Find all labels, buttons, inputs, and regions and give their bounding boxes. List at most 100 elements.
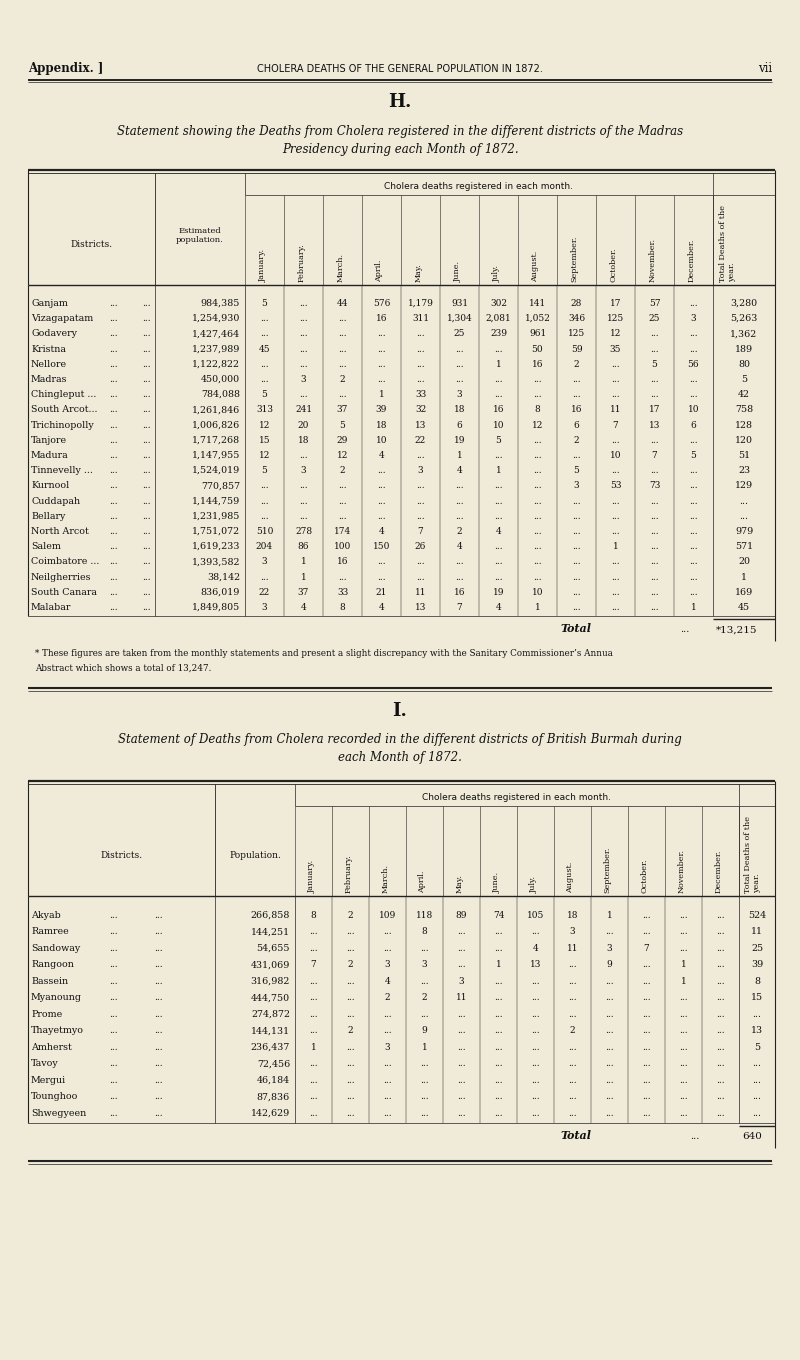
Text: ...: ... xyxy=(572,511,581,521)
Text: ...: ... xyxy=(260,481,269,491)
Text: ...: ... xyxy=(142,375,150,384)
Text: ...: ... xyxy=(572,588,581,597)
Text: ...: ... xyxy=(605,1108,614,1118)
Text: 3: 3 xyxy=(458,976,464,986)
Text: ...: ... xyxy=(716,993,725,1002)
Text: ...: ... xyxy=(642,1108,651,1118)
Text: ...: ... xyxy=(346,1092,355,1102)
Text: 13: 13 xyxy=(415,602,426,612)
Text: 5: 5 xyxy=(495,435,502,445)
Text: ...: ... xyxy=(533,558,542,566)
Text: April.: April. xyxy=(418,870,426,894)
Text: 1: 1 xyxy=(681,976,686,986)
Text: ...: ... xyxy=(299,299,308,307)
Text: Statement of Deaths from Cholera recorded in the different districts of British : Statement of Deaths from Cholera recorde… xyxy=(118,733,682,747)
Text: ...: ... xyxy=(154,1043,162,1051)
Text: Kristna: Kristna xyxy=(31,344,66,354)
Text: Shwegyeen: Shwegyeen xyxy=(31,1108,86,1118)
Text: 25: 25 xyxy=(649,314,660,324)
Text: 89: 89 xyxy=(456,911,467,919)
Text: 571: 571 xyxy=(735,543,753,551)
Text: ...: ... xyxy=(109,466,118,475)
Text: 1,393,582: 1,393,582 xyxy=(191,558,240,566)
Text: November.: November. xyxy=(678,849,686,894)
Text: March.: March. xyxy=(337,253,345,282)
Text: 22: 22 xyxy=(259,588,270,597)
Text: ...: ... xyxy=(642,928,651,936)
Text: ...: ... xyxy=(109,511,118,521)
Text: ...: ... xyxy=(416,344,425,354)
Text: ...: ... xyxy=(260,511,269,521)
Text: 57: 57 xyxy=(649,299,660,307)
Text: 4: 4 xyxy=(378,526,384,536)
Text: ...: ... xyxy=(383,1009,392,1019)
Text: ...: ... xyxy=(689,511,698,521)
Text: 3: 3 xyxy=(301,375,306,384)
Text: ...: ... xyxy=(309,1059,318,1068)
Text: ...: ... xyxy=(338,360,347,369)
Text: 11: 11 xyxy=(751,928,763,936)
Text: 33: 33 xyxy=(415,390,426,398)
Text: ...: ... xyxy=(260,314,269,324)
Text: ...: ... xyxy=(142,573,150,582)
Text: 311: 311 xyxy=(412,314,429,324)
Text: 1: 1 xyxy=(496,360,502,369)
Text: July.: July. xyxy=(530,876,538,894)
Text: ...: ... xyxy=(642,1076,651,1085)
Text: 11: 11 xyxy=(414,588,426,597)
Text: 4: 4 xyxy=(496,526,502,536)
Text: 15: 15 xyxy=(258,435,270,445)
Text: ...: ... xyxy=(689,466,698,475)
Text: 4: 4 xyxy=(378,452,384,460)
Text: 10: 10 xyxy=(493,420,504,430)
Text: ...: ... xyxy=(642,1043,651,1051)
Text: 640: 640 xyxy=(742,1132,762,1141)
Text: ...: ... xyxy=(531,1108,540,1118)
Text: ...: ... xyxy=(154,1059,162,1068)
Text: ...: ... xyxy=(109,1076,118,1085)
Text: ...: ... xyxy=(650,558,659,566)
Text: 836,019: 836,019 xyxy=(201,588,240,597)
Text: ...: ... xyxy=(605,1027,614,1035)
Text: ...: ... xyxy=(338,573,347,582)
Text: ...: ... xyxy=(605,1043,614,1051)
Text: 11: 11 xyxy=(610,405,622,415)
Text: ...: ... xyxy=(689,435,698,445)
Text: 6: 6 xyxy=(690,420,696,430)
Text: ...: ... xyxy=(142,360,150,369)
Text: ...: ... xyxy=(109,928,118,936)
Text: ...: ... xyxy=(679,928,688,936)
Text: ...: ... xyxy=(383,1108,392,1118)
Text: each Month of 1872.: each Month of 1872. xyxy=(338,751,462,764)
Text: ...: ... xyxy=(716,1108,725,1118)
Text: 16: 16 xyxy=(337,558,348,566)
Text: ...: ... xyxy=(680,626,690,634)
Text: ...: ... xyxy=(377,511,386,521)
Text: 8: 8 xyxy=(754,976,760,986)
Text: ...: ... xyxy=(309,1092,318,1102)
Text: ...: ... xyxy=(679,1092,688,1102)
Text: November.: November. xyxy=(649,238,657,282)
Text: 141: 141 xyxy=(529,299,546,307)
Text: ...: ... xyxy=(494,1108,503,1118)
Text: 5: 5 xyxy=(262,299,267,307)
Text: 2: 2 xyxy=(574,360,579,369)
Text: 239: 239 xyxy=(490,329,507,339)
Text: 1,619,233: 1,619,233 xyxy=(191,543,240,551)
Text: ...: ... xyxy=(494,481,503,491)
Text: 8: 8 xyxy=(422,928,427,936)
Text: ...: ... xyxy=(109,573,118,582)
Text: 29: 29 xyxy=(337,435,348,445)
Text: ...: ... xyxy=(716,1092,725,1102)
Text: ...: ... xyxy=(650,329,659,339)
Text: 26: 26 xyxy=(415,543,426,551)
Text: 3,280: 3,280 xyxy=(730,299,758,307)
Text: ...: ... xyxy=(383,1092,392,1102)
Text: 86: 86 xyxy=(298,543,310,551)
Text: 4: 4 xyxy=(378,602,384,612)
Text: 1,231,985: 1,231,985 xyxy=(192,511,240,521)
Text: 10: 10 xyxy=(610,452,622,460)
Text: ...: ... xyxy=(260,375,269,384)
Text: 9: 9 xyxy=(606,960,612,970)
Text: ...: ... xyxy=(611,466,620,475)
